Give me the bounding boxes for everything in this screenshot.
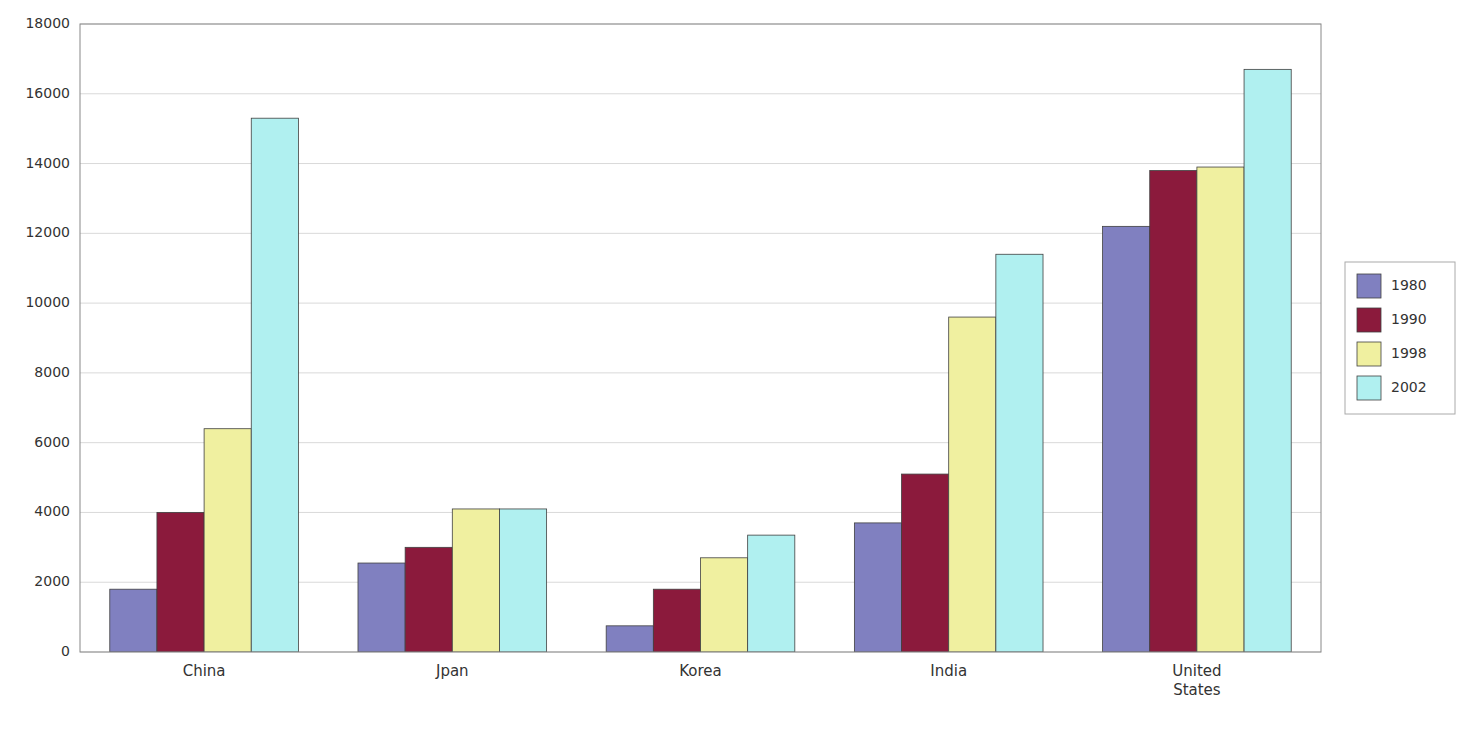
bar: [1244, 69, 1291, 652]
bar: [251, 118, 298, 652]
legend-swatch: [1357, 376, 1381, 400]
y-tick-label: 8000: [34, 364, 70, 380]
bar: [996, 254, 1043, 652]
legend-label: 2002: [1391, 379, 1427, 395]
bar: [653, 589, 700, 652]
bar: [949, 317, 996, 652]
legend-frame: [1345, 262, 1455, 414]
bar: [1197, 167, 1244, 652]
plot-frame: [80, 24, 1321, 652]
bar: [358, 563, 405, 652]
bar: [902, 474, 949, 652]
bar: [452, 509, 499, 652]
legend-swatch: [1357, 274, 1381, 298]
y-tick-label: 0: [61, 643, 70, 659]
bar: [1150, 171, 1197, 652]
y-tick-label: 6000: [34, 434, 70, 450]
legend: 1980 1990 1998 2002: [1345, 262, 1455, 414]
bar: [854, 523, 901, 652]
y-tick-label: 18000: [25, 15, 70, 31]
bar: [606, 626, 653, 652]
bars: [110, 69, 1291, 652]
y-tick-label: 14000: [25, 155, 70, 171]
bar: [405, 547, 452, 652]
x-tick-label: UnitedStates: [1172, 662, 1221, 699]
x-tick-label: Korea: [679, 662, 722, 680]
y-tick-label: 12000: [25, 224, 70, 240]
bar: [1103, 226, 1150, 652]
grid-line: [80, 93, 1321, 94]
bar-series: [204, 167, 1244, 652]
chart-svg: 0 2000 4000 6000 8000 10000 12000 14000 16000 180…: [0, 0, 1481, 732]
y-tick-label: 4000: [34, 503, 70, 519]
bar: [157, 512, 204, 652]
x-tick-label: China: [183, 662, 226, 680]
y-tick-label: 10000: [25, 294, 70, 310]
bar: [204, 429, 251, 652]
y-axis: 0 2000 4000 6000 8000 10000 12000 14000 16000 180…: [25, 15, 70, 659]
x-tick-label: Jpan: [435, 662, 469, 680]
y-tick-label: 16000: [25, 85, 70, 101]
legend-label: 1998: [1391, 345, 1427, 361]
bar: [499, 509, 546, 652]
bar: [748, 535, 795, 652]
bar-series: [157, 171, 1197, 652]
legend-label: 1990: [1391, 311, 1427, 327]
bar: [701, 558, 748, 652]
x-tick-label: India: [930, 662, 967, 680]
grid: [80, 24, 1321, 652]
legend-label: 1980: [1391, 277, 1427, 293]
bar-series: [251, 69, 1291, 652]
y-tick-label: 2000: [34, 573, 70, 589]
legend-swatch: [1357, 308, 1381, 332]
bar: [110, 589, 157, 652]
chart-container: 0 2000 4000 6000 8000 10000 12000 14000 16000 180…: [0, 0, 1481, 732]
legend-swatch: [1357, 342, 1381, 366]
x-axis: China Jpan Korea India UnitedStates: [183, 662, 1222, 699]
